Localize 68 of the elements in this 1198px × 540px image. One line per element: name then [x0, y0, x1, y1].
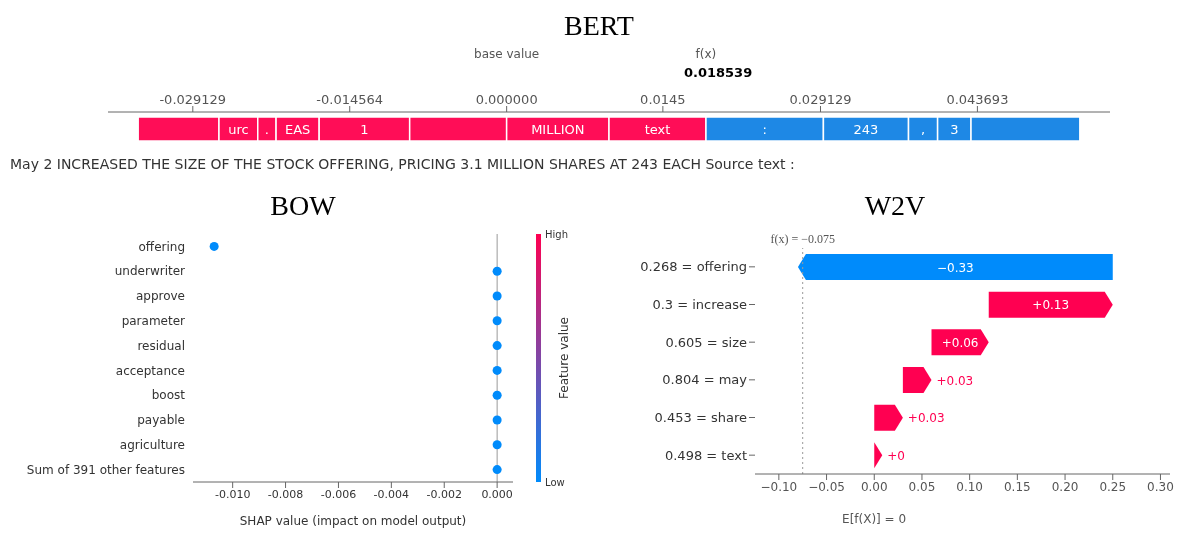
y-tick-label: 0.605 = size — [665, 334, 747, 350]
chart-title: W2V — [863, 189, 927, 223]
x-tick-label: -0.002 — [426, 487, 462, 501]
data-label: −0.33 — [936, 260, 974, 275]
y-tick-label: offering — [138, 239, 185, 254]
y-tick-label: parameter — [121, 314, 186, 329]
x-tick-label: 0.10 — [956, 479, 984, 494]
x-tick-label: -0.010 — [214, 487, 251, 501]
bar — [988, 291, 1113, 318]
x-tick-label: 0.05 — [908, 479, 936, 494]
y-tick-label: 0.268 = offering — [640, 259, 747, 275]
x-tick-label: -0.004 — [373, 487, 410, 501]
color-bar-label: Low — [545, 477, 565, 488]
y-tick-label: residual — [137, 338, 185, 353]
data-label: +0 — [887, 448, 905, 463]
y-tick-label: Sum of 391 other features — [26, 462, 185, 477]
x-tick-label: 0.029129 — [789, 92, 852, 107]
series-label: EAS — [284, 121, 311, 137]
series-label: 3 — [950, 121, 959, 137]
data-label: +0.03 — [936, 373, 974, 388]
series-label: 243 — [853, 121, 879, 137]
x-tick-label: -0.014564 — [316, 92, 384, 107]
data-label: +0.06 — [941, 335, 979, 350]
series-label: 1 — [360, 121, 369, 137]
x-tick-label: -0.006 — [320, 487, 357, 501]
x-tick-label: 0.15 — [1004, 479, 1031, 494]
series-label: urc — [228, 121, 249, 137]
y-tick-label: underwriter — [114, 264, 186, 279]
x-tick-label: -0.008 — [267, 487, 304, 501]
x-tick-label: −0.05 — [808, 479, 845, 494]
ref-line-label: f(x) = −0.075 — [770, 232, 835, 246]
x-axis-title: SHAP value (impact on model output) — [239, 514, 467, 528]
chart-title: BOW — [269, 189, 337, 223]
series-label: . — [264, 121, 269, 137]
x-tick-label: 0.00 — [860, 479, 888, 494]
annotation: 0.018539 — [683, 65, 753, 80]
x-tick-label: −0.10 — [760, 479, 798, 494]
x-tick-label: 0.000000 — [475, 92, 538, 107]
series-label: , — [921, 121, 926, 137]
series-label: text — [644, 121, 671, 137]
text: f(x) — [695, 47, 717, 61]
y-tick-label: 0.453 = share — [654, 410, 747, 426]
y-tick-label: agriculture — [119, 438, 185, 453]
text: base value — [474, 47, 540, 61]
bar — [797, 254, 1113, 280]
y-tick-label: approve — [135, 289, 185, 304]
chart-title: BERT — [563, 9, 635, 43]
x-tick-label: -0.029129 — [159, 92, 227, 107]
color-bar-title: Feature value — [557, 317, 571, 399]
y-tick-label: 0.3 = increase — [652, 297, 747, 313]
y-tick-label: 0.804 = may — [662, 372, 748, 388]
series-label: MILLION — [531, 121, 585, 137]
x-tick-label: 0.25 — [1099, 479, 1127, 494]
series-label: : — [762, 121, 767, 137]
x-tick-label: 0.30 — [1147, 479, 1174, 494]
y-tick-label: payable — [137, 413, 185, 428]
y-tick-label: 0.498 = text — [664, 447, 747, 463]
x-tick-label: 0.0145 — [640, 92, 686, 107]
annotation: May 2 INCREASED THE SIZE OF THE STOCK OFFERING, PRICING 3.1 MILLION SHARES AT 243 EACH Source text : — [10, 156, 795, 172]
text: E[f(X)] = 0 — [841, 512, 908, 526]
color-bar-label: High — [545, 229, 568, 240]
x-tick-label: 0.000 — [481, 487, 513, 501]
y-tick-label: boost — [151, 388, 186, 403]
x-tick-label: 0.20 — [1051, 479, 1079, 494]
x-tick-label: 0.043693 — [946, 92, 1009, 107]
y-tick-label: acceptance — [115, 363, 185, 378]
data-label: +0.13 — [1032, 298, 1070, 313]
data-label: +0.03 — [907, 411, 945, 426]
